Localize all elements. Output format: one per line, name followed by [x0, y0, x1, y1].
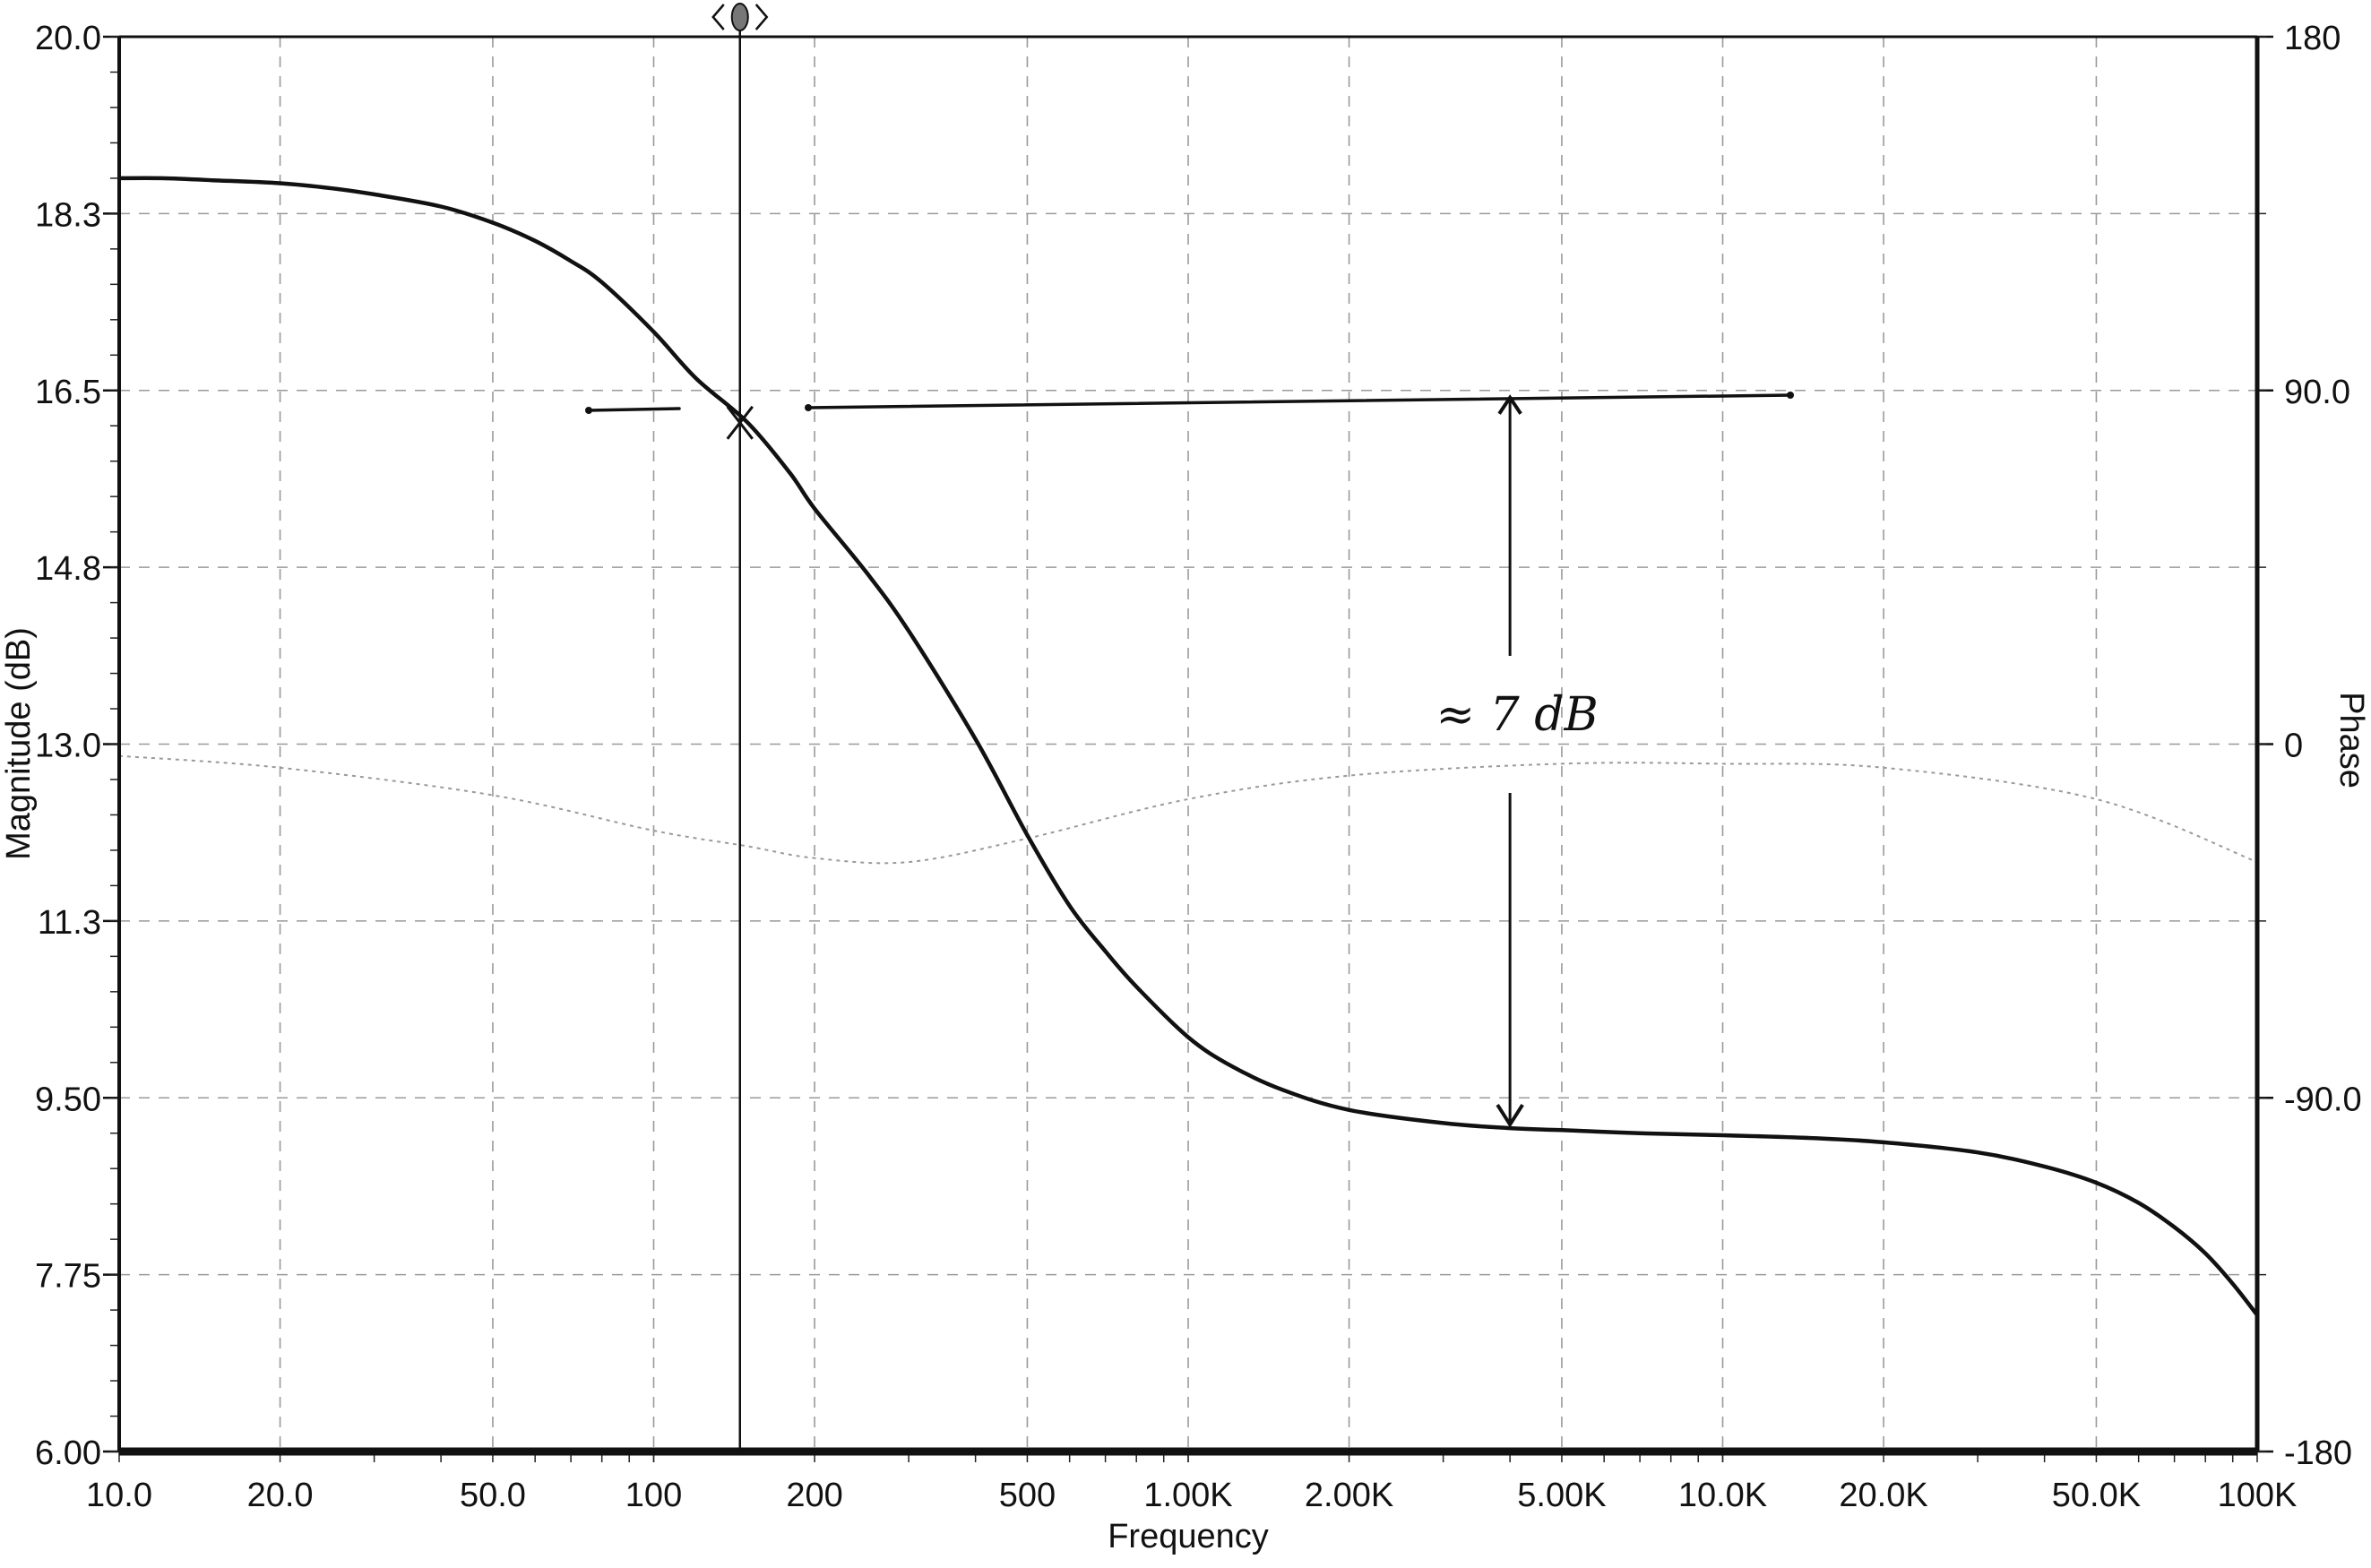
grid	[119, 37, 2257, 1452]
x-tick-label: 500	[999, 1477, 1056, 1514]
x-tick-label: 200	[786, 1477, 842, 1514]
x-tick-label: 2.00K	[1305, 1477, 1393, 1514]
y-axis-title-right: Phase	[2332, 692, 2370, 788]
dimension-arrow	[1496, 394, 1524, 1128]
x-tick-label: 100K	[2218, 1477, 2298, 1514]
y-left-tick-label: 11.3	[38, 904, 101, 942]
y-right-tick-label: 180	[2284, 20, 2341, 57]
y-right-tick-label: -90.0	[2284, 1081, 2362, 1118]
x-tick-label: 50.0	[460, 1477, 526, 1514]
cursor-marker-icon	[726, 405, 754, 440]
y-left-tick-label: 14.8	[35, 550, 101, 588]
y-left-tick-label: 6.00	[35, 1434, 101, 1472]
reference-line-left	[587, 407, 681, 412]
x-tick-label: 20.0	[247, 1477, 314, 1514]
y-left-tick-label: 13.0	[35, 728, 101, 765]
x-tick-label: 20.0K	[1839, 1477, 1927, 1514]
y-left-tick-label: 16.5	[35, 374, 101, 411]
axis-ticks: 10.0 20.0 50.0 100 200 500 1.00K 2.00K 5.00K 10.0…	[35, 20, 2362, 1514]
plot-frame	[117, 35, 2260, 1456]
reference-line-right	[806, 393, 1792, 409]
x-axis-title: Frequency	[1108, 1518, 1269, 1555]
y-left-tick-label: 18.3	[35, 196, 101, 234]
arrowhead-up-icon	[1497, 394, 1522, 415]
x-tick-label: 100	[625, 1477, 682, 1514]
x-tick-label: 10.0	[86, 1477, 152, 1514]
dimension-annotation: ≈ 7 dB	[585, 392, 1794, 1128]
x-tick-label: 50.0K	[2052, 1477, 2141, 1514]
cursor-handle-icon[interactable]	[711, 3, 769, 31]
annotation-text: ≈ 7 dB	[1436, 688, 1599, 742]
y-right-tick-label: -180	[2284, 1434, 2352, 1472]
x-tick-label: 10.0K	[1678, 1477, 1767, 1514]
y-axis-title-left: Magnitude (dB)	[0, 627, 38, 860]
y-left-tick-label: 9.50	[35, 1081, 101, 1118]
arrowhead-down-icon	[1496, 1104, 1524, 1128]
y-left-tick-label: 7.75	[35, 1258, 101, 1296]
y-right-tick-label: 0	[2284, 728, 2303, 765]
phase-trace	[118, 754, 2258, 865]
y-right-tick-label: 90.0	[2284, 374, 2350, 411]
cursor[interactable]	[711, 3, 769, 1452]
x-tick-label: 1.00K	[1143, 1477, 1232, 1514]
magnitude-trace	[118, 176, 2259, 1317]
y-left-tick-label: 20.0	[35, 20, 101, 57]
x-tick-label: 5.00K	[1517, 1477, 1606, 1514]
